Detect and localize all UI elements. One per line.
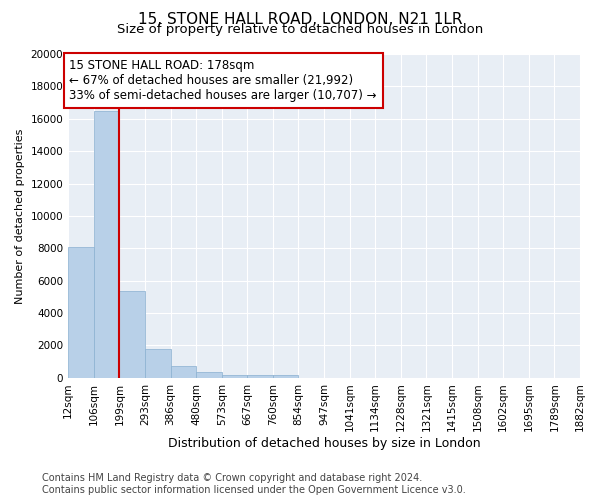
X-axis label: Distribution of detached houses by size in London: Distribution of detached houses by size … — [168, 437, 481, 450]
Text: Size of property relative to detached houses in London: Size of property relative to detached ho… — [117, 22, 483, 36]
Bar — [94, 110, 119, 378]
Bar — [273, 376, 298, 378]
Bar — [247, 376, 273, 378]
Text: Contains HM Land Registry data © Crown copyright and database right 2024.
Contai: Contains HM Land Registry data © Crown c… — [42, 474, 466, 495]
Bar — [222, 374, 247, 378]
Y-axis label: Number of detached properties: Number of detached properties — [15, 128, 25, 304]
Text: 15, STONE HALL ROAD, LONDON, N21 1LR: 15, STONE HALL ROAD, LONDON, N21 1LR — [138, 12, 462, 28]
Bar — [68, 246, 94, 378]
Bar — [196, 372, 222, 378]
Bar — [145, 350, 170, 378]
Bar — [119, 291, 145, 378]
Text: 15 STONE HALL ROAD: 178sqm
← 67% of detached houses are smaller (21,992)
33% of : 15 STONE HALL ROAD: 178sqm ← 67% of deta… — [70, 59, 377, 102]
Bar — [170, 366, 196, 378]
